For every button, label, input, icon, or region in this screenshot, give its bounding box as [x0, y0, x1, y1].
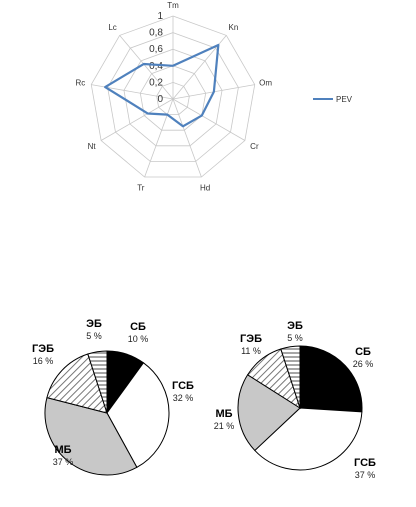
radar-spoke [172, 98, 202, 178]
pie-slice-percent: 5 % [86, 331, 102, 341]
radar-tick-label: 0,6 [149, 44, 163, 55]
radar-grid-ring [156, 81, 190, 115]
radar-axis-label-rc: Rc [76, 79, 86, 88]
radar-grid-ring [139, 65, 207, 131]
pie-slice-5 [87, 350, 108, 414]
pie-slice-label: ГСБ [354, 457, 376, 469]
radar-tick-label: 0,2 [149, 77, 163, 88]
radar-tick-label: 0,8 [149, 28, 163, 39]
radar-spoke [172, 98, 246, 141]
pie-slice-label: ГЭБ [240, 333, 262, 345]
pie-slice-label: ЭБ [86, 318, 102, 330]
radar-spoke [144, 98, 174, 178]
radar-tick-label: 1 [157, 11, 163, 22]
pie-slice-3 [237, 374, 301, 452]
pie-slice-3 [44, 396, 138, 476]
radar-axis-label-tm: Tm [167, 1, 179, 10]
radar-axis-label-om: Om [259, 79, 272, 88]
pie-slice-label: СБ [130, 321, 146, 333]
radar-tick-label: 0,4 [149, 61, 163, 72]
pie-slice-4 [46, 353, 108, 414]
pie-slice-2 [106, 362, 170, 469]
radar-axis-label-hd: Hd [200, 183, 210, 192]
radar-grid-ring [107, 32, 239, 162]
pie-slice-2 [254, 407, 363, 471]
pie-slice-label: МБ [215, 408, 232, 420]
radar-spoke [100, 98, 174, 141]
pie-slice-percent: 5 % [287, 333, 303, 343]
radar-axis-label-lc: Lc [108, 23, 116, 32]
radar-tick-label: 0 [157, 94, 163, 105]
radar-axis-label-tr: Tr [137, 183, 145, 192]
pie-slice-percent: 26 % [353, 359, 374, 369]
radar-grid-ring [90, 15, 256, 178]
radar-axis-label-cr: Cr [250, 142, 259, 151]
radar-axis-label-kn: Kn [229, 23, 239, 32]
radar-grid-ring [123, 48, 223, 147]
pie-slice-5 [280, 345, 301, 409]
pie-slice-percent: 37 % [355, 470, 376, 480]
pie-slice-percent: 37 % [53, 457, 74, 467]
radar-series-line [104, 43, 220, 128]
radar-spoke [119, 35, 174, 100]
pie-slice-label: ЭБ [287, 320, 303, 332]
pie-slice-label: МБ [54, 444, 71, 456]
pie-slice-percent: 16 % [33, 356, 54, 366]
legend-label: PEV [336, 95, 353, 104]
pie-slice-percent: 11 % [241, 346, 261, 356]
pie-slice-percent: 10 % [128, 334, 149, 344]
pie-slice-percent: 32 % [173, 393, 194, 403]
pie-slice-label: ГЭБ [32, 343, 54, 355]
pie-slice-1 [299, 345, 363, 413]
radar-axis-label-nt: Nt [88, 142, 97, 151]
radar-chart: 0 0,2 0,4 0,6 0,8 1 Tm Kn Om Cr Hd Tr Nt Rc Lc PEV [76, 1, 353, 192]
pie-slice-label: ГСБ [172, 380, 194, 392]
pie-slice-label: СБ [355, 346, 371, 358]
pie-slice-percent: 21 % [214, 421, 235, 431]
